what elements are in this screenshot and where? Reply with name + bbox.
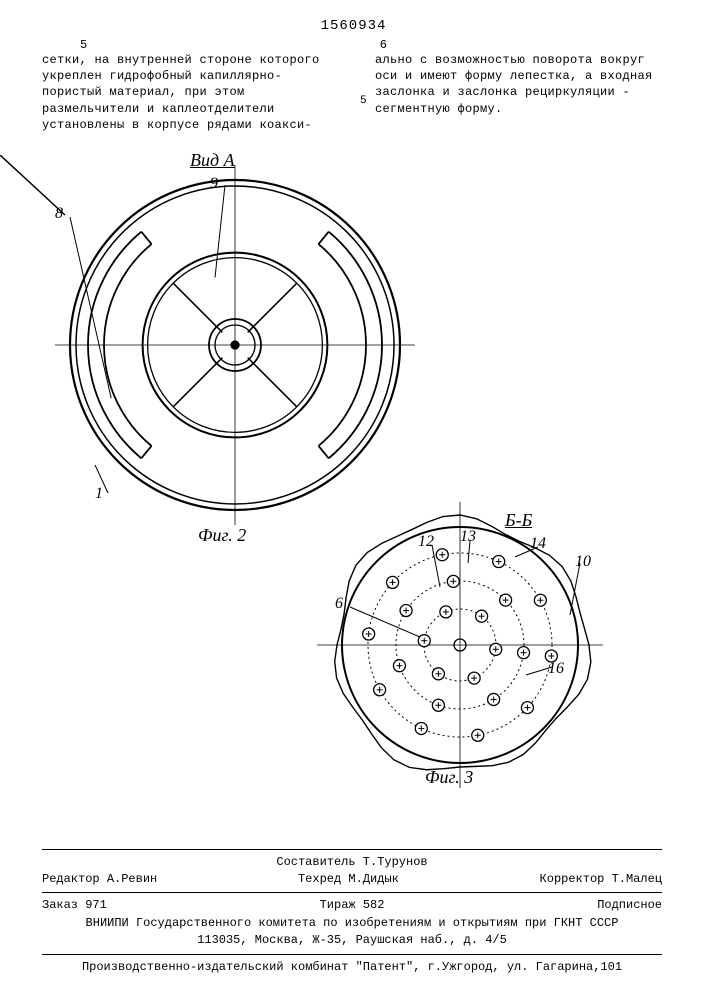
left-column-text: сетки, на внутренней стороне которого ук… [42,52,332,133]
order-value: 971 [85,898,107,912]
publisher-line: Производственно-издательский комбинат "П… [42,959,662,976]
tirazh-label: Тираж [320,898,356,912]
fig3-caption: Фиг. 3 [425,767,473,788]
compiler-name: Т.Турунов [363,855,428,869]
org-line: ВНИИПИ Государственного комитета по изоб… [42,915,662,932]
compiler-label: Составитель [276,855,355,869]
column-number-left: 5 [80,38,87,52]
footer-block: Составитель Т.Турунов Редактор А.Ревин Т… [42,845,662,976]
fig2-title: Вид А [190,150,235,171]
fig2-label-8: 8 [55,205,63,223]
techred-name: М.Дидык [348,872,398,886]
line-marker-5: 5 [360,95,367,107]
fig2-caption: Фиг. 2 [198,525,246,546]
fig3-label-12: 12 [418,533,434,551]
figures-area: Вид А 8 9 1 Фиг. 2 Б-Б 12 13 14 10 6 16 … [0,155,707,805]
fig3-label-16: 16 [548,660,564,678]
fig3-label-14: 14 [530,535,546,553]
right-column-text: ально с возможностью поворота вокруг оси… [375,52,665,117]
editor-label: Редактор [42,872,100,886]
fig3-label-13: 13 [460,528,476,546]
techred-label: Техред [298,872,341,886]
corrector-label: Корректор [540,872,605,886]
order-label: Заказ [42,898,78,912]
fig3-label-6: 6 [335,595,343,613]
tirazh-value: 582 [363,898,385,912]
fig2-label-1: 1 [95,485,103,503]
document-number: 1560934 [321,18,387,34]
subscription: Подписное [597,897,662,914]
figures-svg [0,155,707,805]
addr-line: 113035, Москва, Ж-35, Раушская наб., д. … [42,932,662,949]
editor-name: А.Ревин [107,872,157,886]
corrector-name: Т.Малец [612,872,662,886]
column-number-right: 6 [380,38,387,52]
fig2-label-9: 9 [210,175,218,193]
fig3-label-10: 10 [575,553,591,571]
fig3-title: Б-Б [505,510,532,531]
